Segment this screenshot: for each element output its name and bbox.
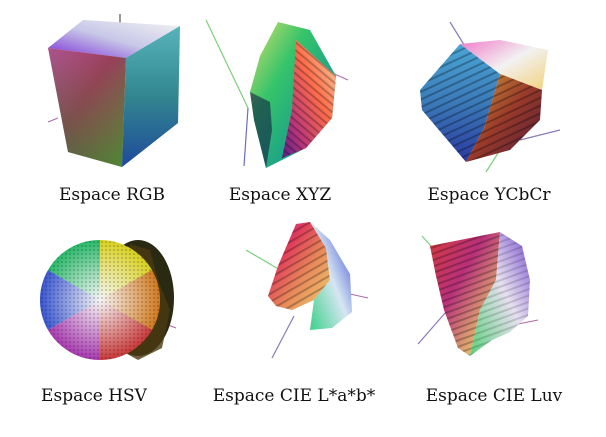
rgb-cube-top-face <box>48 20 180 58</box>
figure-lab: Espace CIE L*a*b* <box>200 220 400 430</box>
figure-rgb: Espace RGB <box>0 0 200 205</box>
figure-luv: Espace CIE Luv <box>400 220 606 430</box>
caption-lab: Espace CIE L*a*b* <box>212 386 376 406</box>
xyz-solid-graphic <box>205 19 349 168</box>
rgb-cube-graphic <box>47 14 180 167</box>
lab-blue-green-face <box>310 222 352 330</box>
caption-rgb: Espace RGB <box>58 185 166 205</box>
ycbcr-solid-graphic <box>420 21 561 173</box>
caption-xyz: Espace XYZ <box>228 185 332 205</box>
lab-solid-graphic <box>245 222 369 359</box>
hsv-hue-disc <box>39 239 161 360</box>
figure-xyz: Espace XYZ <box>200 0 400 205</box>
rgb-cube-side-face <box>122 26 180 167</box>
caption-luv: Espace CIE Luv <box>425 386 563 406</box>
caption-hsv: Espace HSV <box>41 386 147 406</box>
figure-hsv: Espace HSV <box>0 220 200 430</box>
caption-ycbcr: Espace YCbCr <box>427 185 551 205</box>
figure-ycbcr: Espace YCbCr <box>400 0 606 205</box>
luv-solid-graphic <box>417 232 539 356</box>
ycbcr-top-face <box>460 40 548 90</box>
hsv-cone-graphic <box>39 239 177 360</box>
